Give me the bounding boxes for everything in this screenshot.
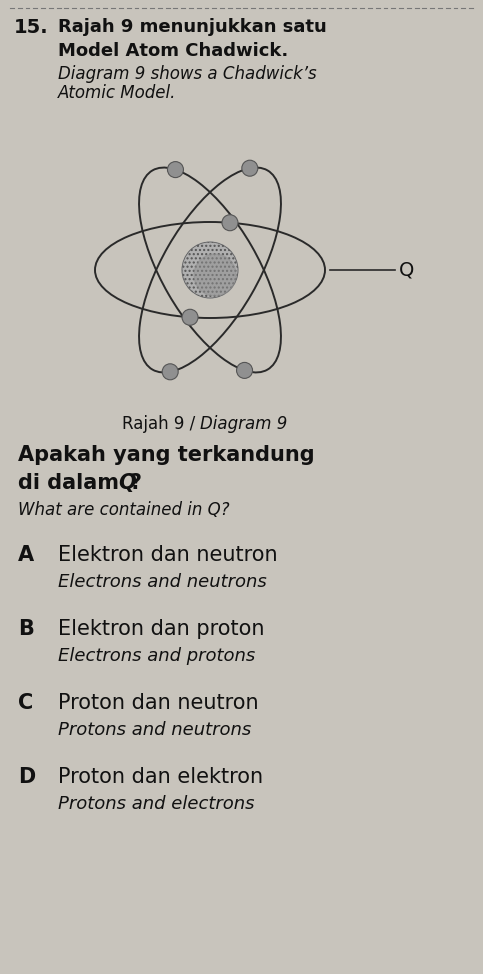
Text: Protons and electrons: Protons and electrons [58,795,255,813]
Text: Electrons and protons: Electrons and protons [58,647,255,665]
Text: Diagram 9: Diagram 9 [200,415,287,433]
Text: D: D [18,767,35,787]
Text: C: C [18,693,33,713]
Text: 15.: 15. [14,18,49,37]
Text: Rajah 9 menunjukkan satu: Rajah 9 menunjukkan satu [58,18,327,36]
Text: Proton dan elektron: Proton dan elektron [58,767,263,787]
Text: Electrons and neutrons: Electrons and neutrons [58,573,267,591]
Text: Q: Q [118,473,136,493]
Text: Proton dan neutron: Proton dan neutron [58,693,258,713]
Circle shape [182,242,238,298]
Text: Atomic Model.: Atomic Model. [58,84,176,102]
Text: Diagram 9 shows a Chadwick’s: Diagram 9 shows a Chadwick’s [58,65,317,83]
Circle shape [168,162,184,177]
Text: A: A [18,545,34,565]
Text: ?: ? [130,473,142,493]
Text: What are contained in Q?: What are contained in Q? [18,501,229,519]
Text: Elektron dan proton: Elektron dan proton [58,619,265,639]
Text: Model Atom Chadwick.: Model Atom Chadwick. [58,42,288,60]
Circle shape [242,160,258,176]
Text: Apakah yang terkandung: Apakah yang terkandung [18,445,314,465]
Text: di dalam: di dalam [18,473,126,493]
Text: Elektron dan neutron: Elektron dan neutron [58,545,278,565]
Circle shape [194,254,236,296]
Circle shape [182,310,198,325]
Text: Protons and neutrons: Protons and neutrons [58,721,251,739]
Circle shape [222,214,238,231]
Text: Q: Q [399,260,414,280]
Text: Rajah 9 /: Rajah 9 / [122,415,200,433]
Circle shape [162,364,178,380]
Circle shape [237,362,253,379]
Text: B: B [18,619,34,639]
